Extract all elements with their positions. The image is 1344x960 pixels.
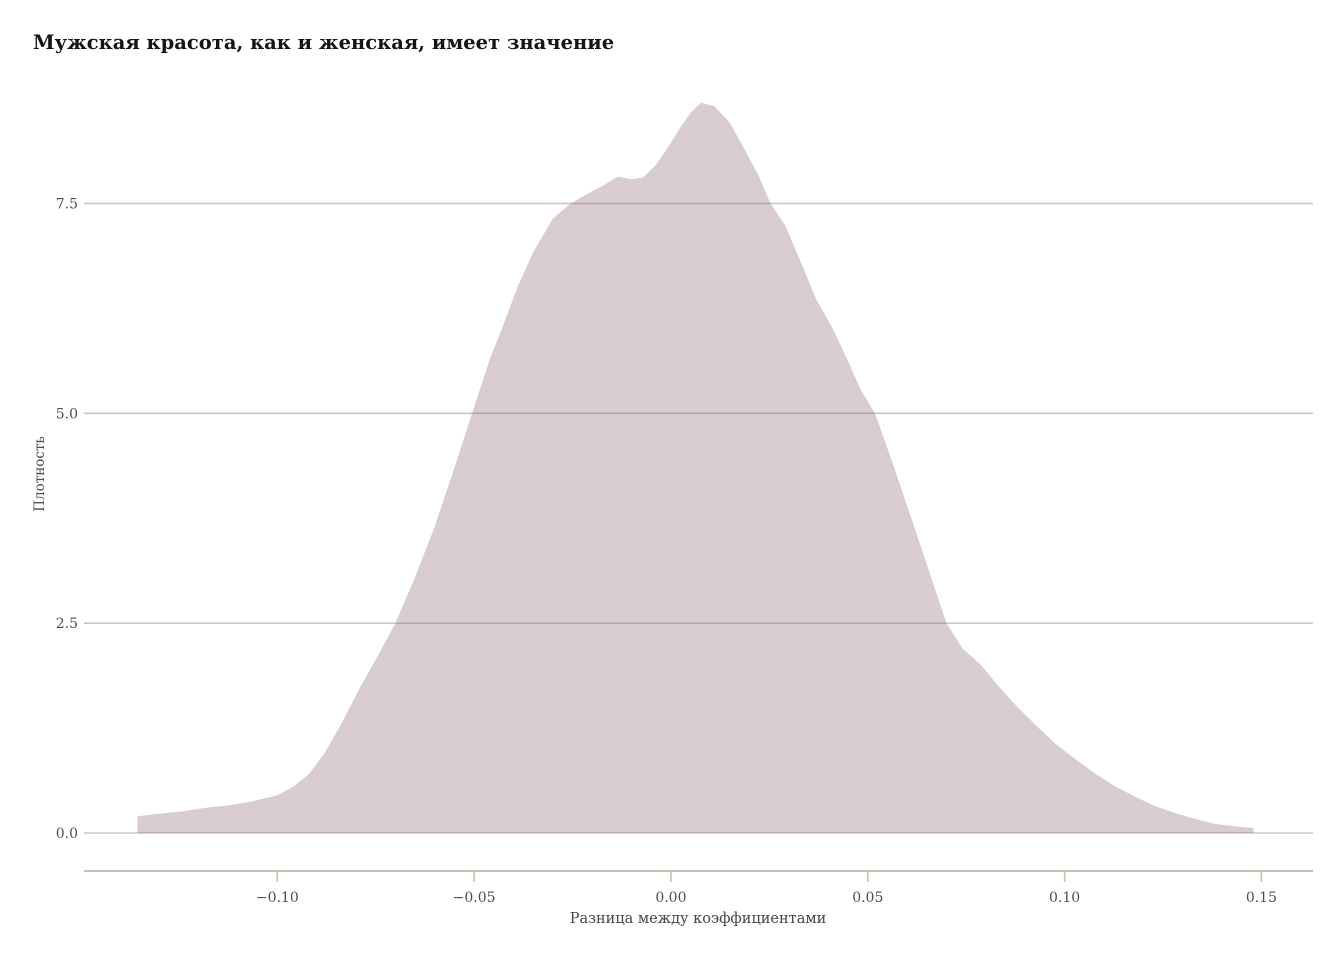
y-tick-label: 5.0 [56, 406, 78, 422]
x-axis-title: Разница между коэффициентами [570, 911, 827, 927]
density-area [137, 102, 1254, 834]
x-tick-label: 0.15 [1246, 890, 1277, 906]
y-tick-label: 0.0 [56, 826, 78, 842]
y-axis-title: Плотность [32, 436, 48, 511]
y-tick-label: 2.5 [56, 616, 78, 632]
x-tick-label: 0.10 [1049, 890, 1080, 906]
y-tick-label: 7.5 [56, 197, 78, 213]
x-tick-label: −0.10 [256, 890, 299, 906]
x-tick-label: 0.00 [655, 890, 686, 906]
chart-title: Мужская красота, как и женская, имеет зн… [33, 31, 614, 54]
x-tick-label: 0.05 [852, 890, 883, 906]
x-tick-label: −0.05 [453, 890, 496, 906]
